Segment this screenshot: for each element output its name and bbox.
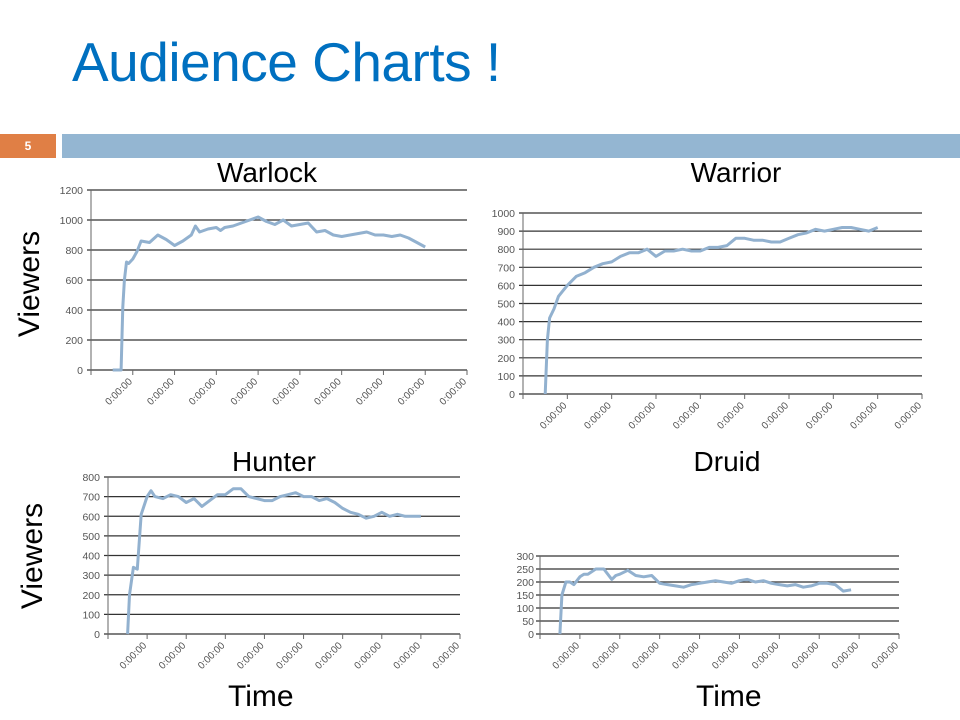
x-tick-label: 0:00:00: [670, 640, 702, 672]
x-tick-label: 0:00:00: [671, 400, 703, 432]
series-line: [543, 226, 879, 395]
y-tick-label: 700: [82, 492, 100, 504]
x-tick-label: 0:00:00: [630, 640, 662, 672]
y-tick-label: 600: [65, 275, 83, 287]
slide-title: Audience Charts !: [72, 31, 501, 93]
y-tick-label: 400: [65, 305, 83, 317]
x-tick-label: 0:00:00: [848, 400, 880, 432]
y-tick-label: 1200: [60, 185, 84, 197]
x-tick-label: 0:00:00: [353, 640, 385, 672]
y-tick-label: 0: [528, 629, 534, 641]
x-tick-label: 0:00:00: [710, 640, 742, 672]
x-tick-label: 0:00:00: [582, 400, 614, 432]
chart-title-warrior: Warrior: [690, 157, 782, 188]
x-tick-label: 0:00:00: [187, 376, 219, 408]
chart-title-warlock: Warlock: [216, 157, 318, 188]
y-tick-label: 300: [516, 551, 534, 563]
x-tick-label: 0:00:00: [196, 640, 228, 672]
x-tick-label: 0:00:00: [750, 640, 782, 672]
y-tick-label: 800: [497, 244, 515, 256]
y-tick-label: 1000: [60, 215, 84, 227]
x-axis-label-right: Time: [696, 680, 762, 713]
x-tick-label: 0:00:00: [145, 376, 177, 408]
x-tick-label: 0:00:00: [312, 376, 344, 408]
x-tick-label: 0:00:00: [271, 376, 303, 408]
x-axis-label-left: Time: [228, 680, 294, 713]
y-tick-label: 150: [516, 590, 534, 602]
chart-title-druid: Druid: [693, 446, 761, 477]
y-tick-label: 400: [82, 551, 100, 563]
x-tick-label: 0:00:00: [274, 640, 306, 672]
series-line: [558, 567, 852, 635]
x-tick-label: 0:00:00: [790, 640, 822, 672]
y-tick-label: 500: [497, 299, 515, 311]
x-tick-label: 0:00:00: [760, 400, 792, 432]
y-tick-label: 600: [82, 511, 100, 523]
x-tick-label: 0:00:00: [893, 400, 925, 432]
x-tick-label: 0:00:00: [396, 376, 428, 408]
y-tick-label: 200: [65, 335, 83, 347]
x-tick-label: 0:00:00: [438, 376, 470, 408]
x-tick-label: 0:00:00: [235, 640, 267, 672]
x-tick-label: 0:00:00: [229, 376, 261, 408]
y-tick-label: 400: [497, 317, 515, 329]
y-tick-label: 100: [82, 609, 100, 621]
y-tick-label: 200: [516, 577, 534, 589]
y-tick-label: 300: [82, 570, 100, 582]
series-line: [126, 487, 421, 635]
y-tick-label: 700: [497, 262, 515, 274]
chart-warlock: 0 200 400 600 800 1000 1200 0:00:00 0:00:00 0:00:…: [60, 185, 470, 408]
y-tick-label: 900: [497, 226, 515, 238]
x-tick-label: 0:00:00: [538, 400, 570, 432]
x-tick-label: 0:00:00: [392, 640, 424, 672]
x-tick-label: 0:00:00: [118, 640, 150, 672]
x-tick-label: 0:00:00: [313, 640, 345, 672]
y-tick-label: 800: [82, 472, 100, 484]
y-tick-label: 200: [497, 353, 515, 365]
x-tick-label: 0:00:00: [354, 376, 386, 408]
x-tick-label: 0:00:00: [104, 376, 136, 408]
x-tick-label: 0:00:00: [551, 640, 583, 672]
y-tick-label: 800: [65, 245, 83, 257]
y-tick-label: 0: [94, 629, 100, 641]
slide-number: 5: [0, 134, 56, 158]
y-tick-label: 200: [82, 590, 100, 602]
y-tick-label: 300: [497, 335, 515, 347]
x-tick-label: 0:00:00: [804, 400, 836, 432]
chart-title-hunter: Hunter: [231, 446, 317, 477]
x-tick-label: 0:00:00: [627, 400, 659, 432]
y-tick-label: 0: [509, 389, 515, 401]
x-tick-label: 0:00:00: [870, 640, 902, 672]
y-tick-label: 100: [497, 371, 515, 383]
header-bar: [62, 134, 960, 158]
y-tick-label: 600: [497, 280, 515, 292]
y-tick-label: 500: [82, 531, 100, 543]
x-tick-label: 0:00:00: [157, 640, 189, 672]
x-tick-label: 0:00:00: [431, 640, 463, 672]
x-tick-label: 0:00:00: [830, 640, 862, 672]
x-tick-label: 0:00:00: [591, 640, 623, 672]
y-tick-label: 100: [516, 603, 534, 615]
series-line: [112, 215, 426, 372]
chart-warrior: 0 100 200 300 400 500 600 700 800 900 1000 0:00:00 0…: [492, 208, 925, 432]
x-tick-label: 0:00:00: [715, 400, 747, 432]
y-tick-label: 1000: [492, 208, 516, 220]
y-tick-label: 0: [77, 365, 83, 377]
y-tick-label: 250: [516, 564, 534, 576]
y-tick-label: 50: [522, 616, 534, 628]
